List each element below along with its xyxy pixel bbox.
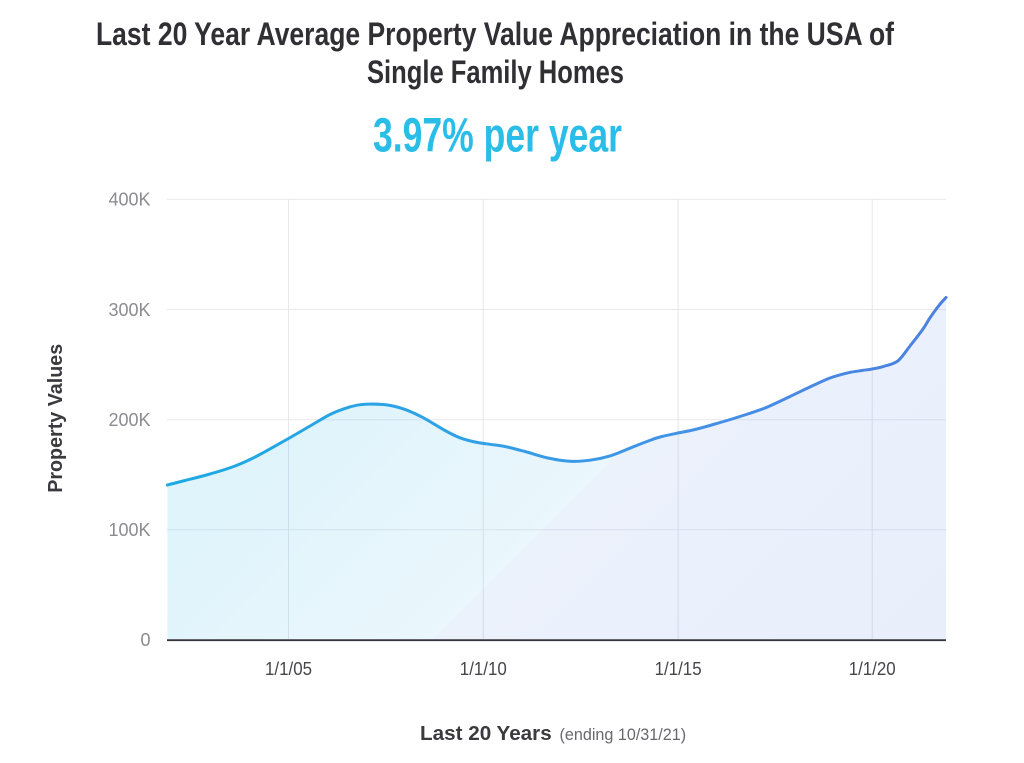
svg-text:3.97% per year: 3.97% per year [373, 110, 622, 163]
svg-text:(ending 10/31/21): (ending 10/31/21) [560, 725, 687, 744]
svg-text:200K: 200K [108, 410, 150, 430]
svg-text:1/1/10: 1/1/10 [460, 659, 507, 679]
svg-text:100K: 100K [108, 520, 150, 540]
svg-text:400K: 400K [108, 190, 150, 210]
svg-text:Last 20 Year Average Property: Last 20 Year Average Property Value Appr… [96, 16, 894, 52]
svg-text:1/1/15: 1/1/15 [655, 659, 702, 679]
svg-text:Last 20 Years: Last 20 Years [420, 723, 552, 745]
svg-text:Single Family Homes: Single Family Homes [367, 54, 624, 90]
svg-text:0: 0 [140, 630, 150, 650]
svg-text:1/1/05: 1/1/05 [265, 659, 312, 679]
svg-text:Property Values: Property Values [45, 344, 67, 493]
svg-text:300K: 300K [108, 300, 150, 320]
svg-text:1/1/20: 1/1/20 [849, 659, 896, 679]
